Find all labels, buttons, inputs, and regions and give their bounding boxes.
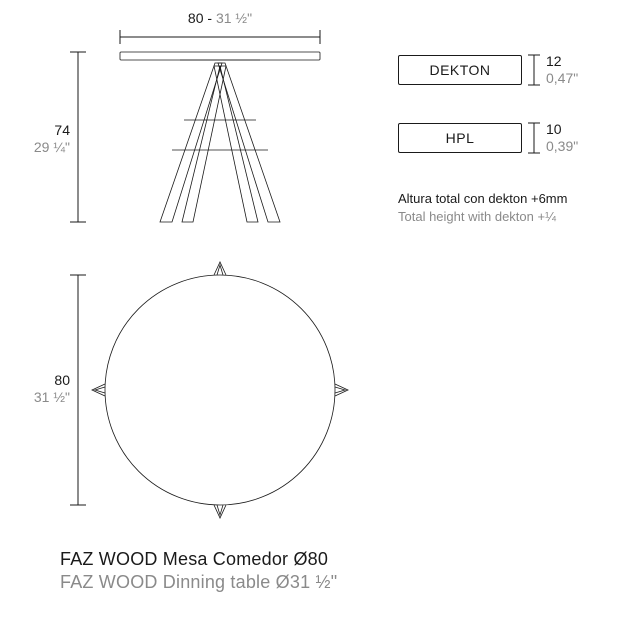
material-box-hpl: HPL	[398, 123, 522, 153]
dekton-in: 0,47"	[546, 70, 578, 87]
note-es: Altura total con dekton +6mm	[398, 190, 567, 208]
dekton-mm: 12	[546, 53, 578, 70]
diameter-cm: 80	[18, 372, 70, 389]
width-cm: 80	[188, 10, 204, 26]
material-box-dekton: DEKTON	[398, 55, 522, 85]
height-cm: 74	[18, 122, 70, 139]
hpl-dim	[528, 123, 540, 153]
width-dimension	[120, 30, 320, 44]
title-en: FAZ WOOD Dinning table Ø31 ½"	[60, 571, 337, 594]
diameter-label: 80 31 ½"	[18, 372, 70, 406]
dekton-label: DEKTON	[429, 62, 490, 78]
width-in: 31 ½"	[216, 10, 252, 26]
width-label: 80 - 31 ½"	[120, 10, 320, 27]
hpl-label: HPL	[446, 130, 475, 146]
height-note: Altura total con dekton +6mm Total heigh…	[398, 190, 567, 225]
hpl-mm: 10	[546, 121, 578, 138]
side-view	[120, 52, 320, 222]
diagram-canvas	[0, 0, 620, 620]
height-label: 74 29 ¼"	[18, 122, 70, 156]
hpl-thickness: 10 0,39"	[546, 121, 578, 155]
dekton-dim	[528, 55, 540, 85]
hpl-in: 0,39"	[546, 138, 578, 155]
height-in: 29 ¼"	[18, 139, 70, 156]
title-es: FAZ WOOD Mesa Comedor Ø80	[60, 548, 337, 571]
height-dimension	[70, 52, 86, 222]
note-en: Total height with dekton +¼	[398, 208, 567, 226]
dekton-thickness: 12 0,47"	[546, 53, 578, 87]
diameter-in: 31 ½"	[18, 389, 70, 406]
diameter-dimension	[70, 275, 86, 505]
top-view	[92, 262, 348, 518]
product-title: FAZ WOOD Mesa Comedor Ø80 FAZ WOOD Dinni…	[60, 548, 337, 593]
